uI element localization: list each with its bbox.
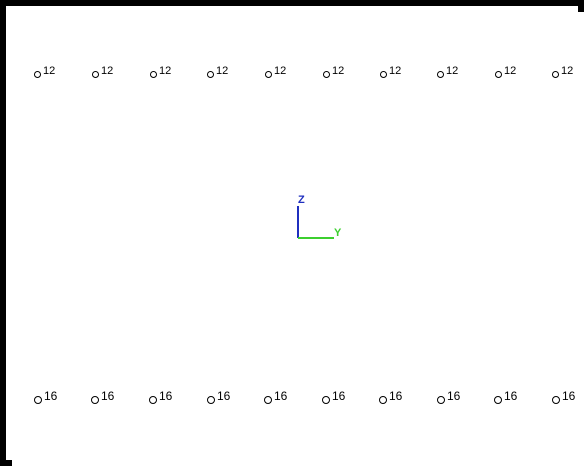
node-circle-icon	[34, 71, 41, 78]
node-circle-icon	[323, 71, 330, 78]
node-circle-icon	[552, 396, 560, 404]
node-circle-icon	[437, 396, 445, 404]
node-marker-group[interactable]: 12	[323, 64, 363, 84]
axis-triad: Z Y	[294, 195, 344, 243]
axis-z-label: Z	[298, 194, 305, 206]
node-label: 12	[389, 65, 402, 77]
node-label: 12	[159, 65, 172, 77]
node-label: 12	[43, 65, 56, 77]
node-marker-group[interactable]: 12	[207, 64, 247, 84]
node-label: 12	[101, 65, 114, 77]
node-marker-group[interactable]: 16	[91, 390, 131, 410]
node-marker-group[interactable]: 16	[322, 390, 362, 410]
node-label: 16	[101, 389, 115, 403]
node-label: 16	[389, 389, 403, 403]
node-circle-icon	[437, 71, 444, 78]
node-marker-group[interactable]: 16	[149, 390, 189, 410]
node-marker-group[interactable]: 12	[265, 64, 305, 84]
node-marker-group[interactable]: 16	[552, 390, 584, 410]
node-marker-group[interactable]: 12	[92, 64, 132, 84]
node-marker-group[interactable]: 12	[150, 64, 190, 84]
node-circle-icon	[552, 71, 559, 78]
node-marker-group[interactable]: 16	[494, 390, 534, 410]
node-marker-group[interactable]: 12	[34, 64, 74, 84]
node-label: 16	[504, 389, 518, 403]
node-circle-icon	[379, 396, 387, 404]
node-marker-group[interactable]: 16	[379, 390, 419, 410]
node-marker-group[interactable]: 12	[552, 64, 584, 84]
node-label: 16	[274, 389, 288, 403]
model-viewport[interactable]: 12 12 12 12 12 12 12 12 12 12 Z Y 16 16 …	[12, 12, 584, 466]
node-label: 12	[561, 65, 574, 77]
node-label: 16	[447, 389, 461, 403]
node-label: 12	[332, 65, 345, 77]
node-label: 16	[217, 389, 231, 403]
node-marker-group[interactable]: 16	[264, 390, 304, 410]
node-circle-icon	[380, 71, 387, 78]
node-circle-icon	[264, 396, 272, 404]
node-label: 12	[446, 65, 459, 77]
node-circle-icon	[495, 71, 502, 78]
node-label: 16	[159, 389, 173, 403]
node-marker-group[interactable]: 12	[495, 64, 535, 84]
node-marker-group[interactable]: 12	[380, 64, 420, 84]
node-circle-icon	[265, 71, 272, 78]
node-circle-icon	[207, 71, 214, 78]
node-label: 12	[504, 65, 517, 77]
node-circle-icon	[207, 396, 215, 404]
node-label: 12	[274, 65, 287, 77]
axis-y-label: Y	[334, 227, 342, 239]
node-marker-group[interactable]: 12	[437, 64, 477, 84]
node-row-bottom: 16 16 16 16 16 16 16 16 16 16	[12, 390, 584, 410]
node-marker-group[interactable]: 16	[437, 390, 477, 410]
node-circle-icon	[34, 396, 42, 404]
node-label: 16	[44, 389, 58, 403]
node-circle-icon	[92, 71, 99, 78]
node-marker-group[interactable]: 16	[34, 390, 74, 410]
node-label: 12	[216, 65, 229, 77]
node-circle-icon	[494, 396, 502, 404]
node-circle-icon	[91, 396, 99, 404]
node-circle-icon	[149, 396, 157, 404]
node-circle-icon	[322, 396, 330, 404]
axis-triad-icon	[297, 206, 334, 239]
node-label: 16	[332, 389, 346, 403]
node-marker-group[interactable]: 16	[207, 390, 247, 410]
node-label: 16	[562, 389, 576, 403]
node-row-top: 12 12 12 12 12 12 12 12 12 12	[12, 64, 584, 84]
node-circle-icon	[150, 71, 157, 78]
